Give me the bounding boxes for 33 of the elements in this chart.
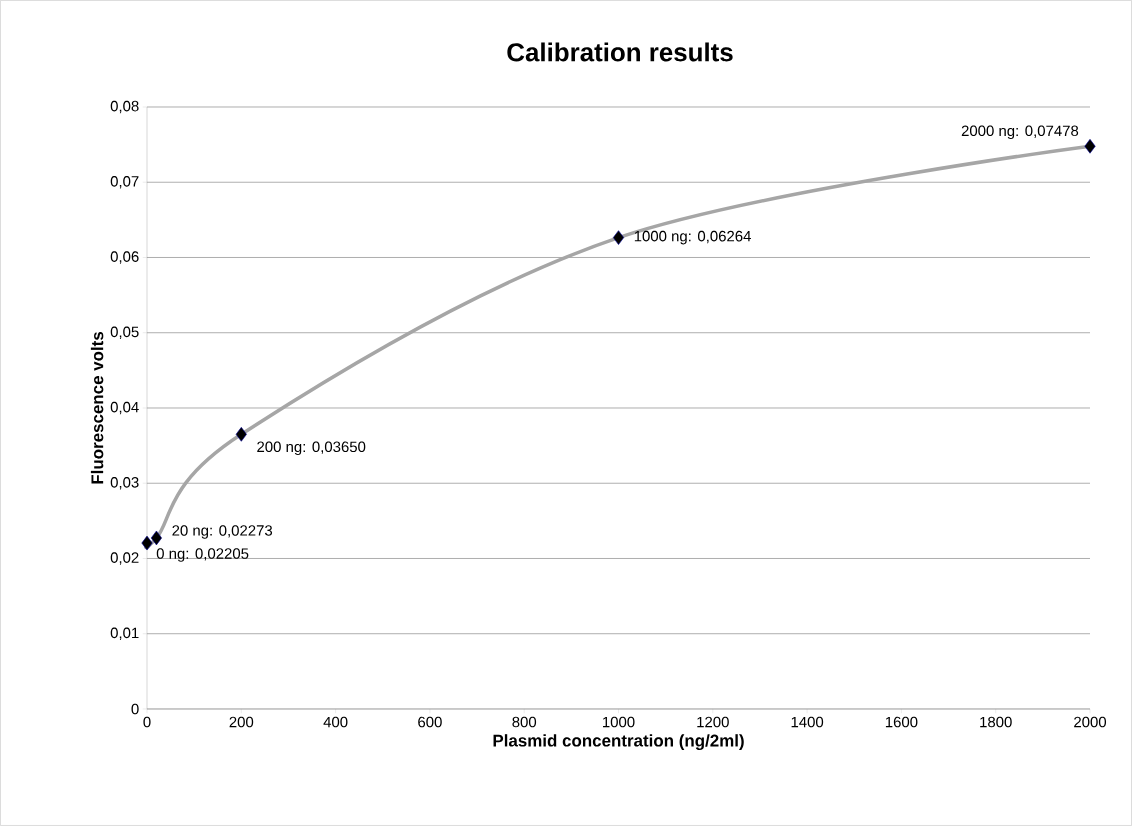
point [150,530,162,546]
point [235,427,247,442]
y-tick-label: 0 [131,703,139,715]
y-tick-label: 0,06 [110,251,139,264]
y-axis-title: Fluorescence volts [90,331,104,484]
x-tick-label: 2000 [1074,716,1107,728]
data-label: 200 ng: 0,03650 [257,441,366,456]
x-tick-label: 800 [512,716,537,728]
x-tick-label: 1000 [603,716,635,728]
y-tick-label: 0,03 [110,477,139,490]
data-label: 1000 ng: 0,06264 [634,230,751,245]
y-tick-label: 0,04 [110,401,139,415]
x-tick-label: 1400 [791,716,824,728]
x-tick-label: 600 [418,716,442,728]
x-tick-label: 1600 [885,716,918,728]
y-tick-label: 0,02 [110,552,139,565]
point [612,230,625,245]
data-label: 20 ng: 0,02273 [172,525,273,539]
x-tick-label: 200 [229,716,254,728]
x-tick-label: 1200 [697,716,729,728]
data-label: 0 ng: 0,02205 [156,548,249,562]
data-label: 2000 ng: 0,07478 [961,125,1079,140]
x-tick-label: 1800 [980,716,1012,728]
y-tick-label: 0,08 [110,100,139,114]
y-tick-label: 0,01 [110,627,139,640]
chart-title: Calibration results [507,42,733,62]
x-tick-label: 0 [143,716,151,728]
x-tick-label: 400 [323,716,348,728]
x-axis-title: Plasmid concentration (ng/2ml) [493,734,744,751]
point [1084,139,1096,154]
y-tick-label: 0,07 [110,176,139,189]
point [141,535,153,551]
y-tick-label: 0,05 [110,326,139,339]
